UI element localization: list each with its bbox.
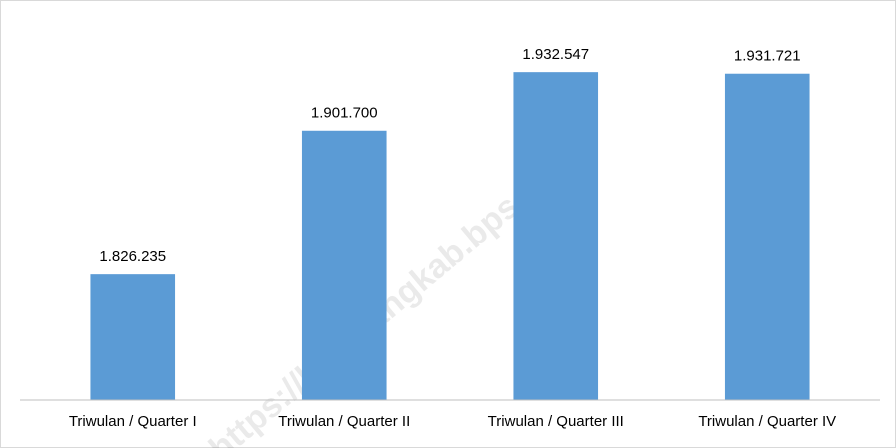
data-label: 1.931.721 [734,48,801,65]
data-label: 1.826.235 [99,248,166,265]
data-label: 1.932.547 [522,46,589,63]
x-tick-label: Triwulan / Quarter II [278,413,410,430]
data-label: 1.901.700 [311,105,378,122]
x-tick-label: Triwulan / Quarter I [69,413,197,430]
bar [724,73,810,400]
bar [90,274,176,400]
bar [301,130,387,400]
x-tick-label: Triwulan / Quarter IV [698,413,836,430]
bar [513,72,599,400]
x-tick-label: Triwulan / Quarter III [488,413,624,430]
